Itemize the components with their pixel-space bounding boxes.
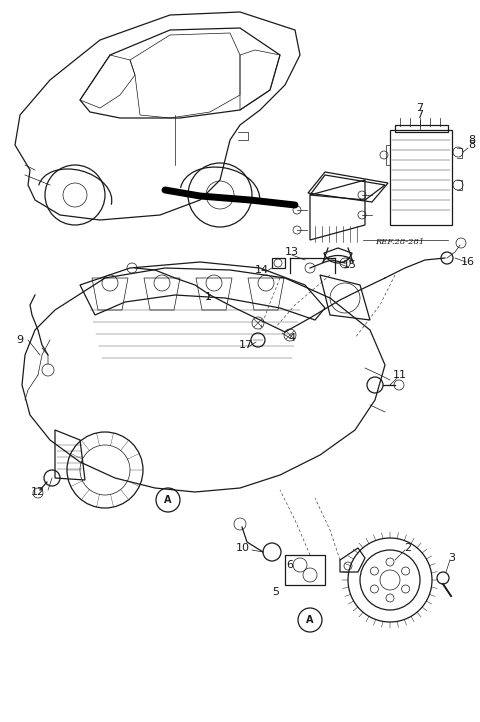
Text: 8: 8 <box>468 135 476 145</box>
Text: 12: 12 <box>31 487 45 497</box>
Text: 7: 7 <box>417 103 423 113</box>
Text: REF.28-281: REF.28-281 <box>375 238 425 246</box>
Text: 4: 4 <box>288 333 296 343</box>
Text: A: A <box>306 615 314 625</box>
Text: 6: 6 <box>287 560 293 570</box>
Text: 9: 9 <box>16 335 24 345</box>
Text: 11: 11 <box>393 370 407 380</box>
Text: 14: 14 <box>255 265 269 275</box>
Text: 3: 3 <box>448 553 456 563</box>
Text: 17: 17 <box>239 340 253 350</box>
Text: 1: 1 <box>204 292 212 302</box>
Text: 7: 7 <box>417 110 423 120</box>
Text: A: A <box>164 495 172 505</box>
Text: 5: 5 <box>273 587 279 597</box>
Text: 16: 16 <box>461 257 475 267</box>
Text: 15: 15 <box>343 260 357 270</box>
Text: 10: 10 <box>236 543 250 553</box>
Text: 2: 2 <box>405 543 411 553</box>
Text: 13: 13 <box>285 247 299 257</box>
Text: 8: 8 <box>468 140 476 150</box>
